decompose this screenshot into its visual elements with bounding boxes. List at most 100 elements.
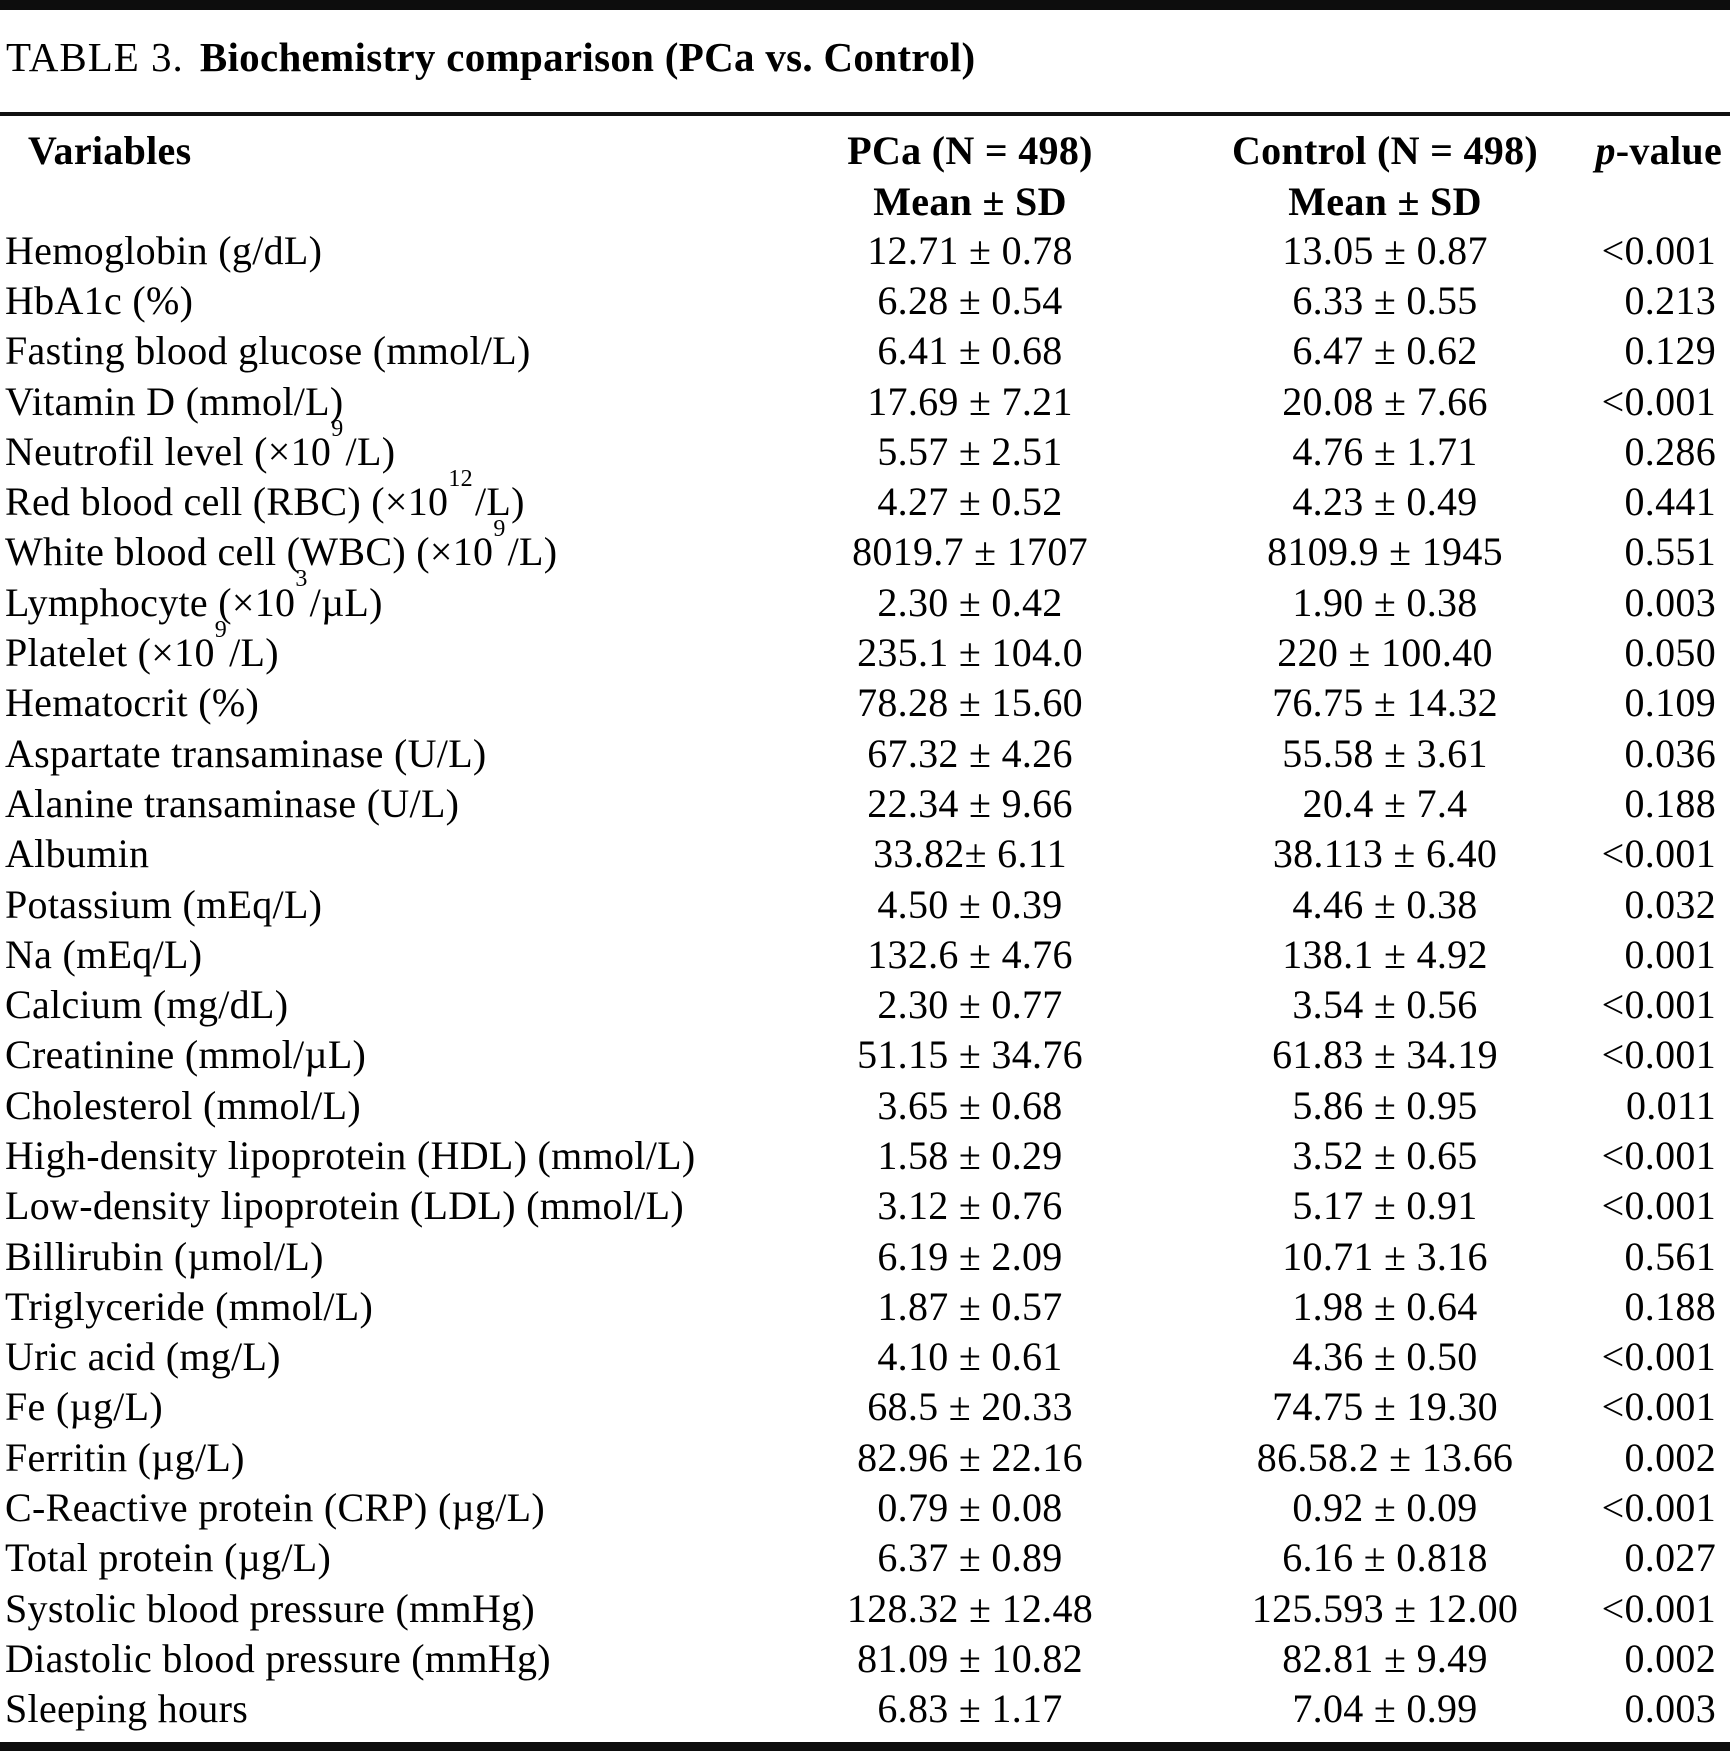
variable-label: Total protein (µg/L) (5, 1535, 332, 1581)
pvalue-cell: 0.441 (1624, 479, 1716, 525)
exponent: 12 (448, 465, 473, 492)
pvalue-cell: 0.002 (1624, 1434, 1716, 1480)
table-row: Alanine transaminase (U/L) 22.34 ± 9.66 … (0, 778, 1730, 828)
variable-label: Lymphocyte (×10 (5, 579, 296, 625)
control-value-cell: 4.76 ± 1.71 (1292, 428, 1478, 474)
variable-label: Uric acid (mg/L) (5, 1334, 281, 1380)
table-row: Creatinine (mmol/µL) 51.15 ± 34.76 61.83… (0, 1030, 1730, 1080)
pca-value-cell: 132.6 ± 4.76 (867, 931, 1073, 977)
control-value-cell: 10.71 ± 3.16 (1282, 1233, 1488, 1279)
variable-label-unit: /L) (229, 630, 279, 676)
variable-cell: Billirubin (µmol/L) (0, 1231, 730, 1281)
variable-label: Hemoglobin (g/dL) (5, 227, 323, 273)
variable-label: White blood cell (WBC) (×10 (5, 529, 494, 575)
pca-value-cell: 6.37 ± 0.89 (877, 1535, 1063, 1581)
pvalue-cell: 0.011 (1625, 1082, 1716, 1128)
control-value-cell: 4.23 ± 0.49 (1292, 479, 1478, 525)
pca-value-cell: 4.10 ± 0.61 (877, 1334, 1063, 1380)
control-value-cell: 0.92 ± 0.09 (1292, 1485, 1478, 1531)
table-row: Sleeping hours 6.83 ± 1.17 7.04 ± 0.99 0… (0, 1684, 1730, 1734)
table-row: Red blood cell (RBC) (×1012/L) 4.27 ± 0.… (0, 467, 1730, 526)
control-value-cell: 125.593 ± 12.00 (1251, 1585, 1519, 1631)
header-row-groups: Variables PCa (N = 498) Control (N = 498… (0, 122, 1730, 178)
control-value-cell: 1.90 ± 0.38 (1292, 579, 1478, 625)
variable-cell: White blood cell (WBC) (×109/L) (0, 517, 730, 577)
table-body: Hemoglobin (g/dL) 12.71 ± 0.78 13.05 ± 0… (0, 225, 1730, 1734)
column-header-pvalue: p-value (1560, 122, 1730, 178)
pca-value-cell: 2.30 ± 0.42 (877, 579, 1063, 625)
exponent: 3 (295, 566, 308, 593)
table-row: Platelet (×109/L) 235.1 ± 104.0 220 ± 10… (0, 618, 1730, 677)
variable-label: Fe (µg/L) (5, 1384, 163, 1430)
pca-value-cell: 81.09 ± 10.82 (857, 1635, 1083, 1681)
pvalue-cell: 0.001 (1624, 931, 1716, 977)
variable-cell: Hematocrit (%) (0, 678, 730, 728)
table-row: Ferritin (µg/L) 82.96 ± 22.16 86.58.2 ± … (0, 1432, 1730, 1482)
control-value-cell: 3.54 ± 0.56 (1292, 982, 1478, 1028)
pvalue-cell: <0.001 (1601, 1585, 1716, 1631)
control-value-cell: 6.47 ± 0.62 (1292, 328, 1478, 374)
pca-value-cell: 68.5 ± 20.33 (867, 1384, 1073, 1430)
table-row: Uric acid (mg/L) 4.10 ± 0.61 4.36 ± 0.50… (0, 1332, 1730, 1382)
variable-label: Neutrofil level (×10 (5, 428, 332, 474)
pvalue-cell: 0.188 (1624, 780, 1716, 826)
pca-value-cell: 1.58 ± 0.29 (877, 1132, 1063, 1178)
pvalue-cell: 0.129 (1624, 328, 1716, 374)
pvalue-cell: <0.001 (1601, 1485, 1716, 1531)
control-value-cell: 76.75 ± 14.32 (1272, 680, 1498, 726)
variable-label: Red blood cell (RBC) (×10 (5, 479, 449, 525)
pvalue-cell: <0.001 (1601, 1183, 1716, 1229)
control-value-cell: 1.98 ± 0.64 (1292, 1283, 1478, 1329)
variable-label: Aspartate transaminase (U/L) (5, 730, 487, 776)
table-row: High-density lipoprotein (HDL) (mmol/L) … (0, 1130, 1730, 1180)
table-row: HbA1c (%) 6.28 ± 0.54 6.33 ± 0.55 0.213 (0, 275, 1730, 325)
pvalue-cell: <0.001 (1601, 378, 1716, 424)
pvalue-cell: 0.286 (1624, 428, 1716, 474)
table-row: White blood cell (WBC) (×109/L) 8019.7 ±… (0, 517, 1730, 577)
pca-value-cell: 4.27 ± 0.52 (877, 479, 1063, 525)
pvalue-cell: <0.001 (1601, 982, 1716, 1028)
variable-cell: HbA1c (%) (0, 275, 730, 325)
variable-label: Na (mEq/L) (5, 931, 203, 977)
pca-value-cell: 0.79 ± 0.08 (877, 1485, 1063, 1531)
variable-label: Ferritin (µg/L) (5, 1434, 245, 1480)
table-row: Diastolic blood pressure (mmHg) 81.09 ± … (0, 1633, 1730, 1683)
variable-cell: Lymphocyte (×103/µL) (0, 567, 730, 627)
pvalue-cell: <0.001 (1601, 1132, 1716, 1178)
pvalue-cell: 0.561 (1624, 1233, 1716, 1279)
control-value-cell: 38.113 ± 6.40 (1272, 831, 1498, 877)
variable-cell: Albumin (0, 829, 730, 879)
control-value-cell: 5.86 ± 0.95 (1292, 1082, 1478, 1128)
subheader-control-mean-sd: Mean ± SD (1288, 179, 1482, 224)
variable-cell: Na (mEq/L) (0, 929, 730, 979)
table-row: Fe (µg/L) 68.5 ± 20.33 74.75 ± 19.30 <0.… (0, 1382, 1730, 1432)
exponent: 9 (214, 616, 228, 643)
pca-value-cell: 2.30 ± 0.77 (877, 982, 1063, 1028)
variable-label: Calcium (mg/dL) (5, 982, 289, 1028)
pvalue-cell: <0.001 (1601, 1032, 1716, 1078)
table-row: Hemoglobin (g/dL) 12.71 ± 0.78 13.05 ± 0… (0, 225, 1730, 275)
variable-label: Potassium (mEq/L) (5, 881, 323, 927)
table-row: Total protein (µg/L) 6.37 ± 0.89 6.16 ± … (0, 1533, 1730, 1583)
variable-label: Diastolic blood pressure (mmHg) (5, 1635, 551, 1681)
header-row-subheaders: Mean ± SD Mean ± SD (0, 178, 1730, 225)
table-number-label: TABLE 3. (6, 34, 184, 80)
variable-label: Platelet (×10 (5, 630, 215, 676)
pvalue-cell: 0.002 (1624, 1635, 1716, 1681)
column-header-control: Control (N = 498) (1231, 127, 1539, 173)
variable-label: Creatinine (mmol/µL) (5, 1032, 367, 1078)
table-row: Albumin 33.82± 6.11 38.113 ± 6.40 <0.001 (0, 829, 1730, 879)
variable-label: High-density lipoprotein (HDL) (mmol/L) (5, 1132, 696, 1178)
variable-label-unit: /µL) (309, 579, 383, 625)
variable-label-unit: /L) (345, 428, 396, 474)
table-row: Vitamin D (mmol/L) 17.69 ± 7.21 20.08 ± … (0, 376, 1730, 426)
variable-label: Billirubin (µmol/L) (5, 1233, 324, 1279)
control-value-cell: 20.08 ± 7.66 (1282, 378, 1488, 424)
control-value-cell: 7.04 ± 0.99 (1292, 1686, 1478, 1732)
pca-value-cell: 6.19 ± 2.09 (877, 1233, 1063, 1279)
pvalue-cell: <0.001 (1601, 1384, 1716, 1430)
control-value-cell: 20.4 ± 7.4 (1302, 780, 1468, 826)
control-value-cell: 6.16 ± 0.818 (1282, 1535, 1488, 1581)
pvalue-suffix: -value (1615, 127, 1722, 173)
variable-cell: Uric acid (mg/L) (0, 1332, 730, 1382)
